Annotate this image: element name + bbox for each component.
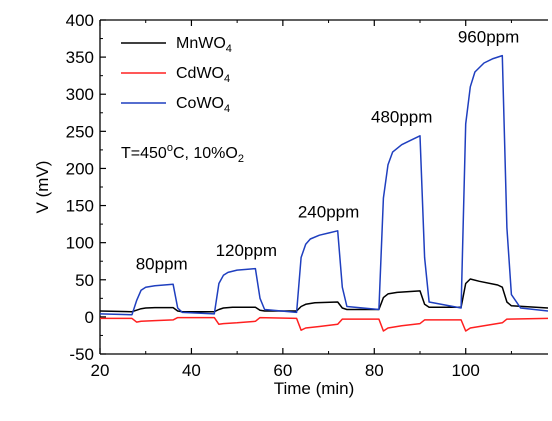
y-tick-label: 400 bbox=[66, 11, 94, 30]
ppm-annotation: 120ppm bbox=[216, 241, 277, 260]
y-tick-label: 50 bbox=[75, 271, 94, 290]
series-line-cowo4 bbox=[100, 54, 548, 316]
axis-ticks: 20 40 60 80 100 -50 0 50 100 150 200 250 300 350 400 bbox=[66, 11, 512, 380]
ppm-annotation: 480ppm bbox=[371, 107, 432, 126]
annotations: 80ppm 120ppm 240ppm 480ppm 960ppm bbox=[136, 27, 520, 273]
x-tick-label: 40 bbox=[182, 361, 201, 380]
series-line-cdwo4 bbox=[100, 316, 548, 332]
y-tick-label: 0 bbox=[85, 308, 94, 327]
ppm-annotation: 240ppm bbox=[298, 202, 359, 221]
y-axis-label: V (mV) bbox=[33, 161, 52, 214]
ppm-annotation: 960ppm bbox=[458, 27, 519, 46]
y-tick-label: 300 bbox=[66, 85, 94, 104]
y-tick-label: -50 bbox=[69, 345, 94, 364]
legend: MnWO4 CdWO4 CoWO4 T=450oC, 10%O2 bbox=[121, 35, 244, 165]
y-tick-label: 250 bbox=[66, 122, 94, 141]
legend-label-cdwo4: CdWO4 bbox=[176, 65, 230, 85]
y-tick-label: 150 bbox=[66, 197, 94, 216]
condition-text: T=450oC, 10%O2 bbox=[121, 142, 244, 165]
legend-label-cowo4: CoWO4 bbox=[176, 95, 230, 115]
x-tick-label: 80 bbox=[365, 361, 384, 380]
y-tick-label: 350 bbox=[66, 48, 94, 67]
x-axis-label: Time (min) bbox=[274, 379, 355, 398]
plot-axes bbox=[99, 19, 548, 355]
ppm-annotation: 80ppm bbox=[136, 254, 188, 273]
data-series bbox=[100, 54, 548, 332]
y-tick-label: 200 bbox=[66, 159, 94, 178]
x-tick-label: 20 bbox=[91, 361, 110, 380]
series-line-mnwo4 bbox=[100, 278, 548, 313]
legend-label-mnwo4: MnWO4 bbox=[176, 35, 232, 55]
x-tick-label: 100 bbox=[452, 361, 480, 380]
y-tick-label: 100 bbox=[66, 234, 94, 253]
x-tick-label: 60 bbox=[273, 361, 292, 380]
